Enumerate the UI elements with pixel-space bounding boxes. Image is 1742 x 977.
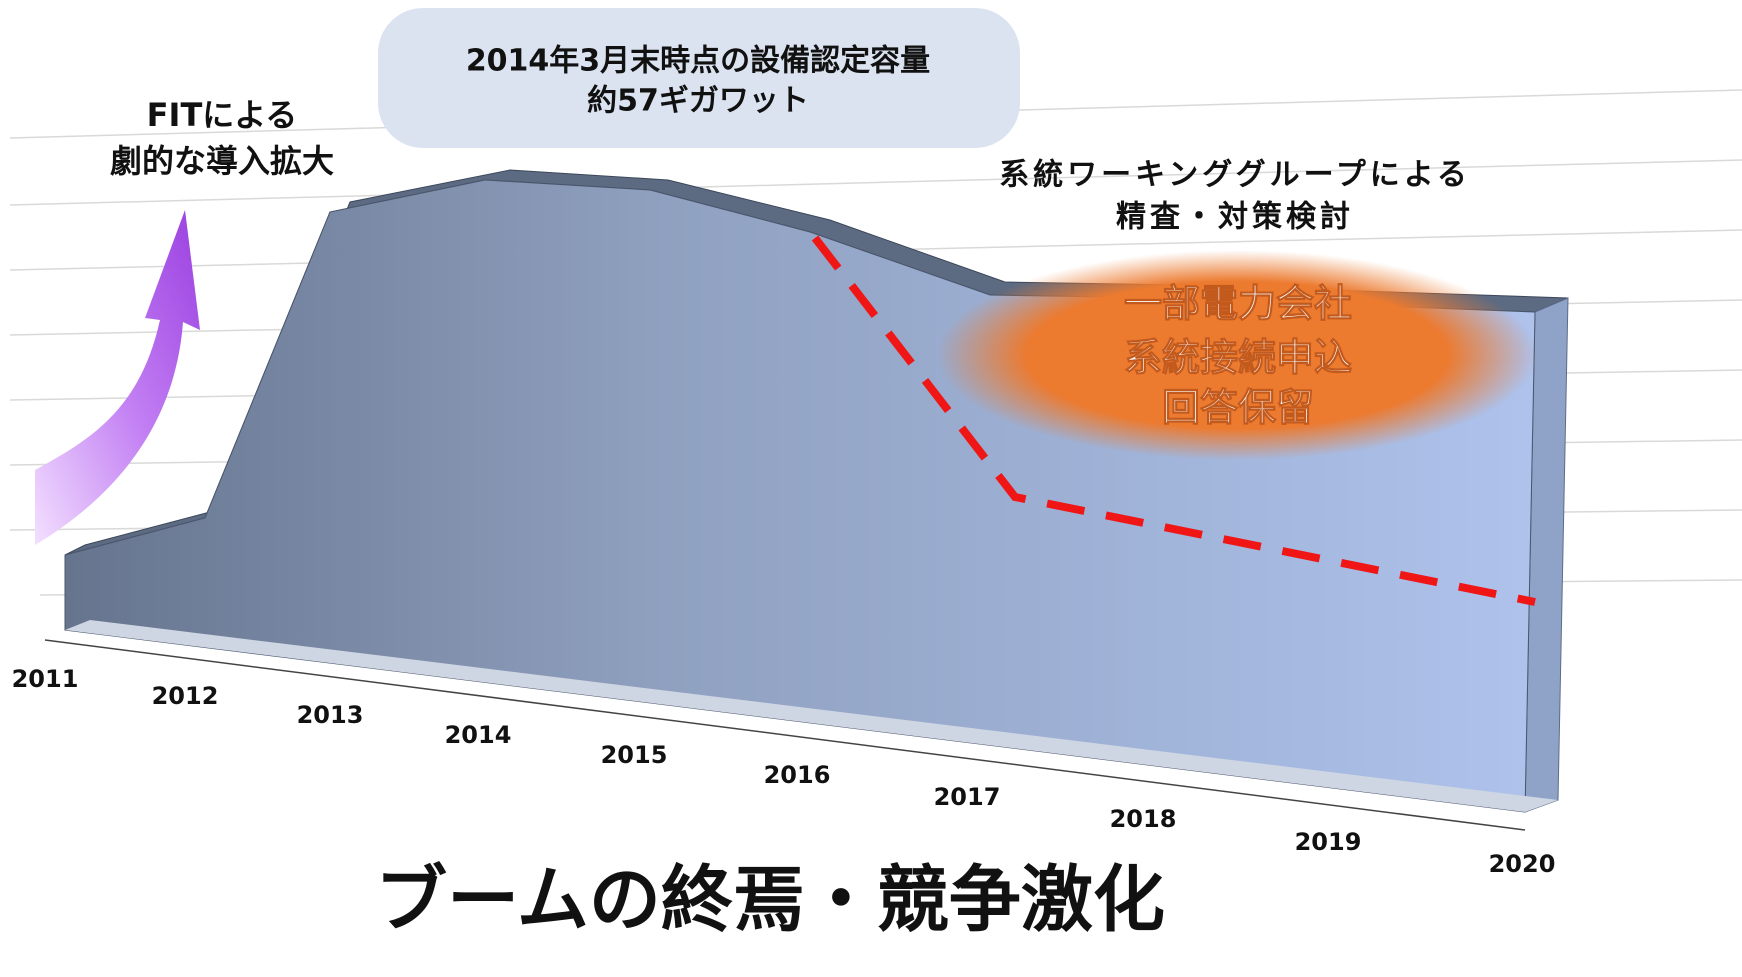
highlight-text: 一部電力会社 bbox=[1124, 282, 1352, 326]
x-tick-label: 2014 bbox=[445, 721, 512, 749]
callout-text: 約57ギガワット bbox=[587, 84, 809, 119]
right-note: 系統ワーキンググループによる bbox=[999, 158, 1471, 193]
x-tick-label: 2016 bbox=[764, 761, 831, 789]
right-note: 精査・対策検討 bbox=[1116, 200, 1354, 235]
x-tick-label: 2015 bbox=[601, 741, 668, 769]
left-note: FITによる bbox=[147, 96, 298, 134]
left-note: 劇的な導入拡大 bbox=[110, 142, 334, 180]
x-tick-label: 2018 bbox=[1110, 805, 1177, 833]
x-tick-label: 2017 bbox=[934, 783, 1001, 811]
x-tick-label: 2012 bbox=[152, 682, 219, 710]
page: 2014年3月末時点の設備認定容量約57ギガワットFITによる劇的な導入拡大系統… bbox=[0, 0, 1742, 977]
arrow bbox=[35, 210, 200, 545]
x-tick-label: 2020 bbox=[1489, 850, 1556, 878]
callout-text: 2014年3月末時点の設備認定容量 bbox=[466, 44, 930, 79]
x-tick-label: 2013 bbox=[297, 701, 364, 729]
highlight-text: 回答保留 bbox=[1162, 386, 1314, 430]
footer-title: ブームの終焉・競争激化 bbox=[375, 858, 1165, 942]
x-tick-label: 2019 bbox=[1295, 828, 1362, 856]
x-tick-label: 2011 bbox=[12, 665, 79, 693]
highlight-text: 系統接続申込 bbox=[1124, 336, 1352, 380]
